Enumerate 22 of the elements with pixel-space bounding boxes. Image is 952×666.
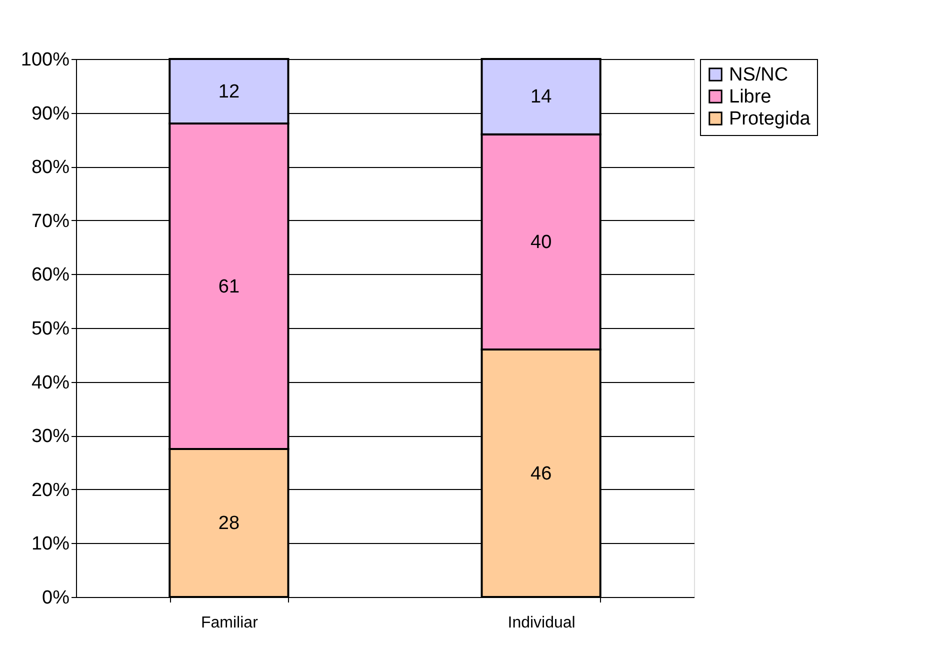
y-tick-label: 80% xyxy=(31,157,70,178)
data-label: 28 xyxy=(218,513,240,534)
y-tick-label: 20% xyxy=(31,480,70,501)
x-tick-label: Familiar xyxy=(200,614,259,632)
data-label: 61 xyxy=(218,276,240,298)
data-label: 12 xyxy=(218,81,240,102)
y-tick-label: 10% xyxy=(31,534,70,555)
y-tick-label: 50% xyxy=(31,318,70,340)
legend-label: NS/NC xyxy=(729,64,788,86)
y-tick-label: 30% xyxy=(31,426,70,448)
legend-label: Protegida xyxy=(729,108,811,130)
data-label: 46 xyxy=(530,463,552,484)
y-tick-label: 40% xyxy=(31,372,70,394)
data-label: 40 xyxy=(530,232,552,253)
y-tick-label: 90% xyxy=(31,103,70,124)
legend-label: Libre xyxy=(729,86,772,108)
y-tick-label: 0% xyxy=(42,588,70,608)
y-tick-label: 60% xyxy=(31,264,70,286)
data-label: 14 xyxy=(530,86,552,108)
x-tick-label: Individual xyxy=(508,614,576,632)
y-tick-label: 70% xyxy=(31,210,70,232)
y-tick-label: 100% xyxy=(20,50,70,70)
